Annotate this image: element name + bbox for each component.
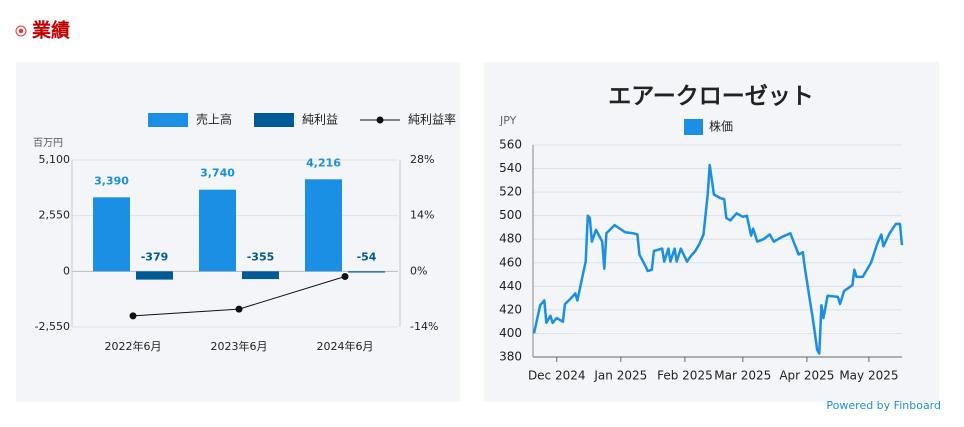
x-tick-label: Apr 2025 xyxy=(779,369,834,383)
legend-swatch xyxy=(254,113,295,127)
y-tick-label: 420 xyxy=(499,302,522,316)
y-axis-title: 百万円 xyxy=(33,137,63,149)
line-marker xyxy=(129,312,137,320)
y2-tick-label: 0% xyxy=(410,264,427,277)
header-icon-dot xyxy=(18,28,24,34)
line-marker xyxy=(235,305,243,313)
bar xyxy=(93,197,130,272)
data-label: 3,390 xyxy=(94,174,129,187)
legend-label: 売上高 xyxy=(196,112,232,127)
y-tick-label: 380 xyxy=(499,350,522,364)
x-tick-label: Mar 2025 xyxy=(714,369,771,383)
legend-swatch xyxy=(376,116,384,124)
data-label: 4,216 xyxy=(306,156,341,169)
data-label: -54 xyxy=(357,250,377,263)
y2-tick-label: -14% xyxy=(410,320,438,333)
bar xyxy=(199,189,236,272)
line-marker xyxy=(341,273,349,281)
bar xyxy=(348,271,385,273)
chart-title: エアークローゼット xyxy=(608,84,814,110)
bar xyxy=(305,179,342,272)
x-tick-label: 2022年6月 xyxy=(105,339,162,353)
legend-label: 株価 xyxy=(709,119,733,134)
x-tick-label: Feb 2025 xyxy=(657,369,713,383)
bar xyxy=(242,271,279,280)
x-tick-label: 2023年6月 xyxy=(211,339,268,353)
legend-swatch xyxy=(684,119,703,135)
y2-tick-label: 28% xyxy=(410,153,434,166)
y-tick-label: 560 xyxy=(499,138,522,152)
panel xyxy=(484,62,939,402)
y-tick-label: 480 xyxy=(499,232,522,246)
data-label: 3,740 xyxy=(200,167,235,180)
y-tick-label: 440 xyxy=(499,279,522,293)
header-icon xyxy=(15,25,27,37)
data-label: -379 xyxy=(141,250,169,263)
y-tick-label: 2,550 xyxy=(39,209,71,222)
panel xyxy=(16,62,460,402)
line xyxy=(532,163,904,355)
y-tick-label: 500 xyxy=(499,208,522,222)
y-tick-label: 0 xyxy=(63,264,70,277)
y-tick-label: 460 xyxy=(499,255,522,269)
x-tick-label: May 2025 xyxy=(839,369,898,383)
y-tick-label: -2,550 xyxy=(35,320,70,333)
x-tick-label: 2024年6月 xyxy=(317,339,374,353)
y-tick-label: 540 xyxy=(499,161,522,175)
y-tick-label: 400 xyxy=(499,326,522,340)
y-axis-title: JPY xyxy=(499,114,517,127)
y-tick-label: 520 xyxy=(499,185,522,199)
y2-tick-label: 14% xyxy=(410,209,434,222)
legend-label: 純利益 xyxy=(302,113,338,127)
footer-link[interactable]: Powered by Finboard xyxy=(826,399,941,412)
x-tick-label: Jan 2025 xyxy=(593,369,647,383)
legend-label: 純利益率 xyxy=(408,112,456,127)
bar xyxy=(136,271,173,280)
y-tick-label: 5,100 xyxy=(39,153,71,166)
legend-swatch xyxy=(148,113,188,127)
data-label: -355 xyxy=(247,250,275,263)
x-tick-label: Dec 2024 xyxy=(528,369,586,383)
header-title: 業績 xyxy=(31,19,70,42)
